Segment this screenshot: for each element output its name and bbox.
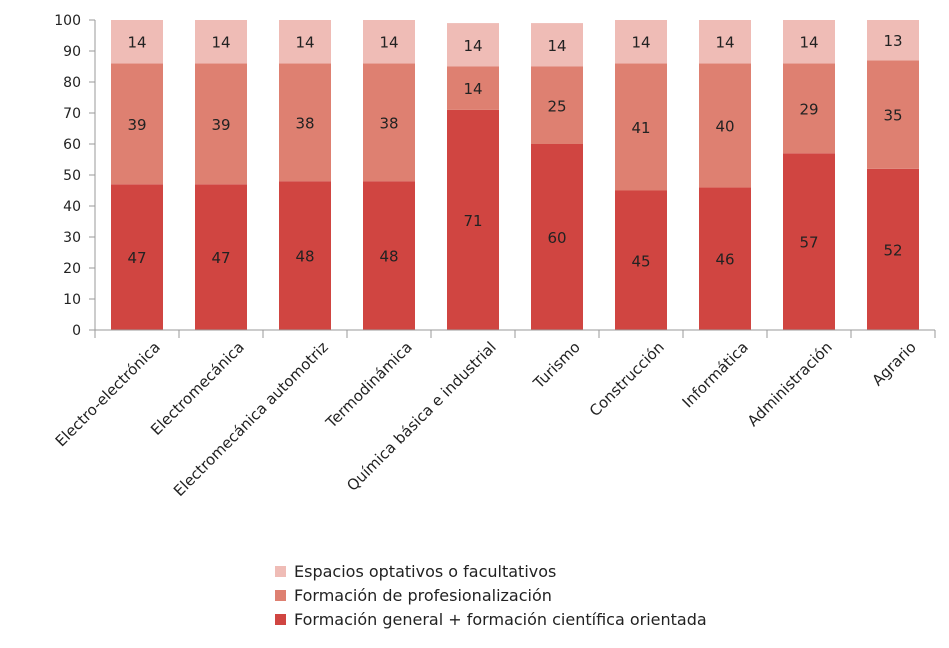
bar-segment — [783, 63, 835, 154]
x-category-label: Electromecánica automotriz — [170, 338, 332, 500]
bar-data-label: 41 — [631, 119, 650, 137]
x-axis: Electro-electrónicaElectromecánicaElectr… — [52, 329, 936, 500]
bar-segment — [531, 66, 583, 144]
bar-segment — [447, 23, 499, 67]
bar-data-label: 45 — [631, 252, 650, 270]
y-tick-label: 40 — [63, 199, 81, 215]
bar-data-label: 60 — [547, 229, 566, 247]
bar-segment — [111, 20, 163, 64]
bar-data-label: 39 — [127, 116, 146, 134]
bar-data-label: 47 — [211, 249, 230, 267]
legend-label: Espacios optativos o facultativos — [294, 562, 556, 581]
bar-segment — [867, 60, 919, 169]
bar-segment — [699, 187, 751, 330]
bar-data-label: 40 — [715, 117, 734, 135]
legend: Espacios optativos o facultativos Formaci… — [275, 562, 707, 629]
bar-data-label: 14 — [631, 34, 650, 52]
x-category-label: Construcción — [586, 338, 668, 420]
bar-segment — [447, 109, 499, 331]
bar-segment — [363, 20, 415, 64]
bar-data-label: 14 — [715, 34, 734, 52]
bar-segment — [531, 144, 583, 330]
bar-segment — [699, 63, 751, 188]
bar-data-label: 39 — [211, 116, 230, 134]
bar-data-label: 38 — [379, 114, 398, 132]
y-tick-label: 0 — [72, 323, 81, 339]
bar-data-label: 14 — [295, 34, 314, 52]
bar-data-label: 14 — [463, 37, 482, 55]
bars: 47 39 14 47 39 14 48 38 14 48 38 14 71 14 14 60 25 14 45 41… — [111, 20, 919, 331]
bar-segment — [699, 20, 751, 64]
bar-data-label: 71 — [463, 212, 482, 230]
y-tick-label: 20 — [63, 261, 81, 277]
bar-segment — [531, 23, 583, 67]
legend-label: Formación de profesionalización — [294, 586, 552, 605]
y-axis: 0 10 20 30 40 50 60 70 80 90 100 — [54, 13, 96, 339]
bar-segment — [279, 181, 331, 330]
bar-segment — [195, 20, 247, 64]
bar-segment — [783, 20, 835, 64]
y-tick-label: 100 — [54, 13, 81, 29]
y-tick-label: 10 — [63, 292, 81, 308]
y-tick-label: 70 — [63, 106, 81, 122]
bar-segment — [783, 153, 835, 330]
bar-data-label: 29 — [799, 100, 818, 118]
y-tick-label: 90 — [63, 44, 81, 60]
bar-segment — [279, 20, 331, 64]
bar-segment — [111, 184, 163, 330]
bar-segment — [279, 63, 331, 182]
bar-segment — [111, 63, 163, 185]
bar-segment — [615, 63, 667, 191]
y-tick-label: 30 — [63, 230, 81, 246]
bar-data-label: 48 — [295, 248, 314, 266]
x-category-label: Informática — [679, 338, 752, 411]
x-category-label: Termodinámica — [322, 338, 416, 432]
x-category-label: Química básica e industrial — [343, 338, 500, 495]
x-category-label: Agrario — [868, 338, 919, 389]
bar-data-label: 14 — [799, 34, 818, 52]
bar-data-label: 35 — [883, 107, 902, 125]
legend-swatch — [275, 590, 286, 601]
bar-data-label: 25 — [547, 97, 566, 115]
bar-segment — [867, 168, 919, 330]
bar-segment — [447, 66, 499, 110]
bar-data-label: 47 — [127, 249, 146, 267]
x-category-label: Administración — [744, 338, 836, 430]
legend-swatch — [275, 566, 286, 577]
bar-segment — [867, 20, 919, 61]
x-category-label: Turismo — [529, 338, 584, 393]
bar-data-label: 14 — [127, 34, 146, 52]
bar-data-label: 14 — [463, 80, 482, 98]
bar-data-label: 38 — [295, 114, 314, 132]
y-tick-label: 80 — [63, 75, 81, 91]
bar-segment — [615, 20, 667, 64]
bar-segment — [363, 63, 415, 182]
bar-segment — [615, 190, 667, 330]
y-tick-label: 50 — [63, 168, 81, 184]
legend-label: Formación general + formación científica… — [294, 610, 707, 629]
x-category-label: Electro-electrónica — [52, 338, 164, 450]
bar-data-label: 13 — [883, 32, 902, 50]
bar-data-label: 46 — [715, 251, 734, 269]
bar-segment — [195, 63, 247, 185]
bar-data-label: 14 — [547, 37, 566, 55]
bar-data-label: 14 — [211, 34, 230, 52]
bar-data-label: 52 — [883, 241, 902, 259]
bar-data-label: 48 — [379, 248, 398, 266]
legend-swatch — [275, 614, 286, 625]
bar-segment — [195, 184, 247, 330]
bar-segment — [363, 181, 415, 330]
bar-data-label: 57 — [799, 234, 818, 252]
bar-data-label: 14 — [379, 34, 398, 52]
y-tick-label: 60 — [63, 137, 81, 153]
